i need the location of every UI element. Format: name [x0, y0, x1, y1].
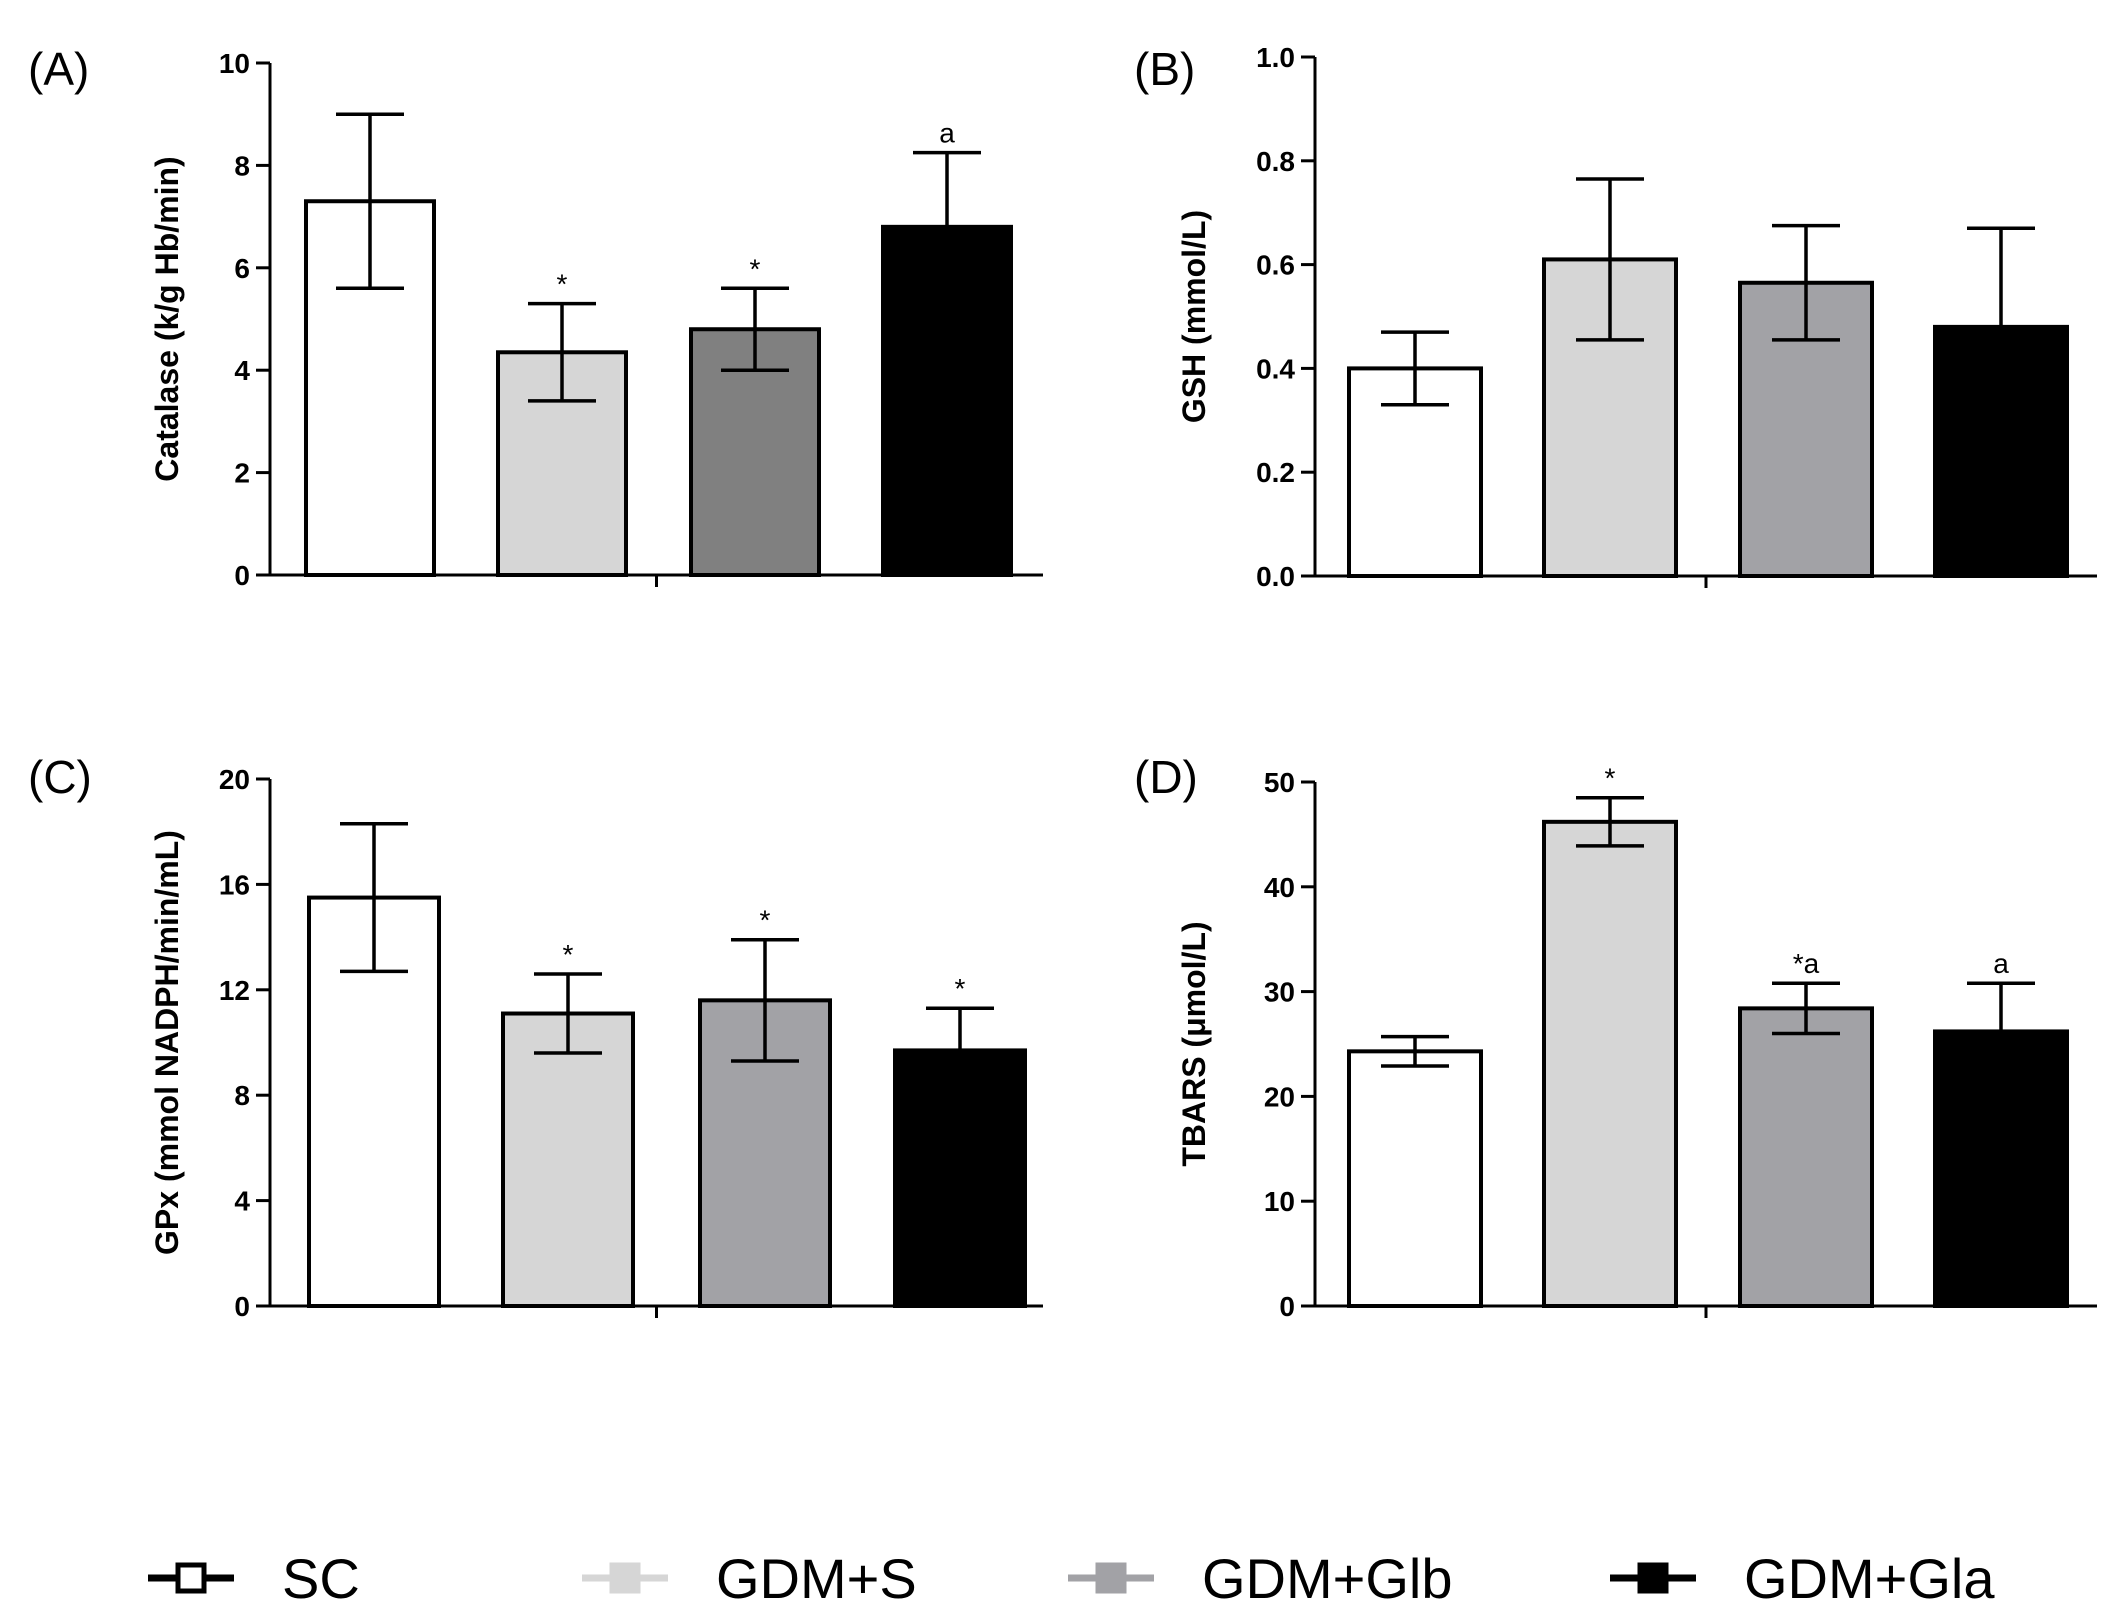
y-tick-label: 8	[234, 150, 250, 181]
panel-label: (C)	[28, 751, 92, 803]
significance-label: a	[939, 118, 955, 149]
legend: SC GDM+S GDM+Glb GDM+Gla	[148, 1547, 1995, 1610]
panel-d: (D) 0 10 20 30 40 50 TBARS (μmol/L) * *a a	[1134, 751, 2097, 1322]
bar-gdm-s	[1542, 819, 1678, 1308]
significance-label: *a	[1793, 948, 1820, 979]
y-tick-label: 20	[219, 764, 250, 795]
y-tick-label: 50	[1264, 767, 1295, 798]
y-tick-label: 0	[234, 1291, 250, 1322]
y-tick-label: 12	[219, 975, 250, 1006]
y-tick-label: 0.8	[1256, 146, 1295, 177]
panel-c: (C) 0 4 8 12 16 20 GPx (mmol NADPH/min/mL) * * *	[28, 751, 1043, 1322]
bar-gdm-gla	[1933, 324, 2069, 578]
y-axis-title: GPx (mmol NADPH/min/mL)	[149, 830, 185, 1255]
significance-label: *	[760, 905, 771, 936]
y-tick-label: 30	[1264, 977, 1295, 1008]
y-tick-label: 2	[234, 458, 250, 489]
panel-label: (D)	[1134, 751, 1198, 803]
legend-marker	[1637, 1562, 1669, 1594]
panel-label: (A)	[28, 43, 89, 95]
panel-b: (B) 0.0 0.2 0.4 0.6 0.8 1.0 GSH (mmol/L)	[1134, 42, 2097, 592]
y-tick-label: 20	[1264, 1081, 1295, 1112]
y-tick-label: 0	[1279, 1291, 1295, 1322]
panel-a: (A) 0 2 4 6 8 10 Catalase (k/g Hb/min) * * a	[28, 43, 1043, 591]
legend-marker	[1095, 1562, 1127, 1594]
significance-label: *	[563, 939, 574, 970]
legend-label: GDM+Glb	[1202, 1547, 1453, 1610]
y-tick-label: 4	[234, 1186, 250, 1217]
y-axis-title: TBARS (μmol/L)	[1176, 921, 1212, 1166]
legend-item-sc: SC	[148, 1547, 360, 1610]
y-tick-label: 4	[234, 355, 250, 386]
panel-label: (B)	[1134, 43, 1195, 95]
y-tick-label: 10	[1264, 1186, 1295, 1217]
y-tick-label: 0.6	[1256, 250, 1295, 281]
y-tick-label: 1.0	[1256, 42, 1295, 73]
significance-label: *	[1605, 763, 1616, 794]
legend-item-gdm-glb: GDM+Glb	[1068, 1547, 1453, 1610]
legend-item-gdm-gla: GDM+Gla	[1610, 1547, 1995, 1610]
y-tick-label: 0	[234, 560, 250, 591]
bar-gdm-s	[501, 1011, 635, 1308]
y-tick-label: 10	[219, 48, 250, 79]
y-tick-label: 0.4	[1256, 353, 1295, 384]
bar-gdm-glb	[1738, 1006, 1874, 1308]
legend-label: GDM+S	[716, 1547, 917, 1610]
legend-item-gdm-s: GDM+S	[582, 1547, 917, 1610]
y-tick-label: 40	[1264, 872, 1295, 903]
legend-label: SC	[282, 1547, 360, 1610]
y-axis-title: Catalase (k/g Hb/min)	[149, 156, 185, 481]
significance-label: a	[1993, 948, 2009, 979]
y-tick-label: 16	[219, 869, 250, 900]
legend-label: GDM+Gla	[1744, 1547, 1995, 1610]
y-tick-label: 8	[234, 1080, 250, 1111]
y-tick-label: 6	[234, 253, 250, 284]
significance-label: *	[557, 269, 568, 300]
y-axis-title: GSH (mmol/L)	[1176, 210, 1212, 423]
significance-label: *	[955, 973, 966, 1004]
bar-sc	[1347, 1049, 1483, 1309]
y-tick-label: 0.0	[1256, 561, 1295, 592]
legend-marker	[609, 1562, 641, 1594]
significance-label: *	[750, 253, 761, 284]
legend-marker	[175, 1562, 207, 1594]
y-tick-label: 0.2	[1256, 457, 1295, 488]
